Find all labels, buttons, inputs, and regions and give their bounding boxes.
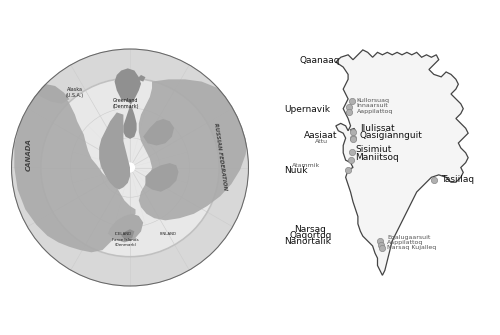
Text: Aappilattoq: Aappilattoq <box>356 109 393 114</box>
Text: Qasigiannguit: Qasigiannguit <box>359 131 422 140</box>
Polygon shape <box>36 84 70 104</box>
Polygon shape <box>350 128 356 133</box>
Text: Aappilattoq: Aappilattoq <box>388 240 424 245</box>
Text: Faroe Islands
(Denmark): Faroe Islands (Denmark) <box>112 238 139 247</box>
Text: Attu: Attu <box>315 139 328 143</box>
Polygon shape <box>99 113 130 190</box>
Polygon shape <box>136 75 145 81</box>
Text: Nuuk: Nuuk <box>284 166 308 175</box>
Text: Narsaq: Narsaq <box>294 225 326 234</box>
Text: CANADA: CANADA <box>26 138 32 171</box>
Text: Ilulissat: Ilulissat <box>360 124 395 133</box>
Text: FINLAND: FINLAND <box>160 231 177 236</box>
Text: Greenland
(Denmark): Greenland (Denmark) <box>112 98 139 109</box>
Polygon shape <box>108 214 143 243</box>
Polygon shape <box>336 50 468 275</box>
Text: Kullorsuaq: Kullorsuaq <box>356 97 390 103</box>
Text: Qaqortoq: Qaqortoq <box>290 231 332 240</box>
Polygon shape <box>143 119 174 145</box>
Text: Alaska
(U.S.A.): Alaska (U.S.A.) <box>66 87 84 98</box>
Text: Sisimiut: Sisimiut <box>356 145 392 154</box>
Circle shape <box>11 49 249 286</box>
Circle shape <box>41 78 219 257</box>
Polygon shape <box>121 229 134 240</box>
Circle shape <box>9 46 251 289</box>
Text: ICELAND: ICELAND <box>115 231 132 236</box>
Text: Maniitsoq: Maniitsoq <box>356 153 399 162</box>
Polygon shape <box>139 79 248 220</box>
Text: Narsaq Kujalleq: Narsaq Kujalleq <box>388 245 436 250</box>
Text: Upernavik: Upernavik <box>284 106 331 115</box>
Text: RUSSIAN FEDERATION: RUSSIAN FEDERATION <box>213 122 228 191</box>
Polygon shape <box>14 90 136 252</box>
Text: Nanortalik: Nanortalik <box>284 237 332 246</box>
Text: Eqalugaarsuit: Eqalugaarsuit <box>388 235 430 240</box>
Text: Tasiilaq: Tasiilaq <box>441 175 474 184</box>
Text: Aasiaat: Aasiaat <box>304 131 338 140</box>
Polygon shape <box>114 68 141 139</box>
Circle shape <box>126 163 134 172</box>
Text: Innaarsuit: Innaarsuit <box>356 103 388 108</box>
Text: Atammik: Atammik <box>292 162 320 168</box>
Polygon shape <box>146 163 178 192</box>
Text: Qaanaaq: Qaanaaq <box>299 56 340 65</box>
